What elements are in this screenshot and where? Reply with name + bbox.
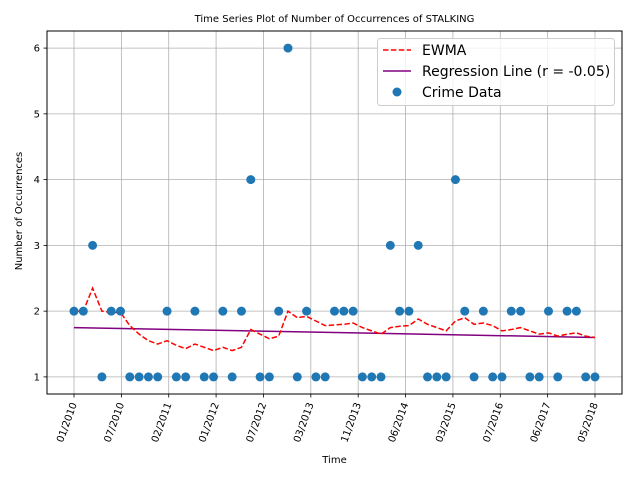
crime-data-point: [395, 306, 405, 316]
crime-data-point: [246, 175, 256, 185]
crime-data-point: [357, 372, 367, 382]
crime-data-point: [209, 372, 219, 382]
crime-data-point: [292, 372, 302, 382]
x-tick-label: 01/2012: [197, 401, 222, 444]
crime-data-point: [450, 175, 460, 185]
x-tick-label: 11/2013: [339, 401, 364, 444]
x-tick-label: 02/2011: [150, 401, 175, 444]
crime-data-point: [404, 306, 414, 316]
crime-data-point: [227, 372, 237, 382]
x-tick-label: 07/2016: [482, 401, 507, 444]
regression-line: [73, 326, 596, 339]
crime-data-point: [497, 372, 507, 382]
crime-data-point: [320, 372, 330, 382]
crime-data-point: [255, 372, 265, 382]
crime-data-point: [274, 306, 284, 316]
crime-data-point: [525, 372, 535, 382]
crime-data-point: [125, 372, 135, 382]
crime-data-point: [283, 43, 293, 53]
y-tick-label: 6: [34, 44, 40, 55]
legend-label: Regression Line (r = -0.05): [422, 64, 610, 80]
crime-data-point: [153, 372, 163, 382]
crime-data-point: [571, 306, 581, 316]
crime-data-point: [97, 372, 107, 382]
crime-data-point: [181, 372, 191, 382]
crime-data-point: [171, 372, 181, 382]
crime-data-point: [488, 372, 498, 382]
crime-data-point: [543, 306, 553, 316]
crime-data-point: [302, 306, 312, 316]
crime-data-point: [69, 306, 79, 316]
crime-data-point: [432, 372, 442, 382]
y-tick-label: 5: [34, 109, 40, 120]
crime-data-point: [367, 372, 377, 382]
legend: EWMA Regression Line (r = -0.05) Crime Dat…: [377, 38, 615, 106]
crime-data-point: [190, 306, 200, 316]
crime-data-point: [460, 306, 470, 316]
chart-title: Time Series Plot of Number of Occurrence…: [194, 14, 475, 25]
legend-label: EWMA: [422, 43, 467, 59]
y-tick-label: 1: [34, 372, 40, 383]
y-tick-label: 3: [34, 241, 40, 252]
crime-data-point: [534, 372, 544, 382]
x-tick-label: 03/2015: [434, 401, 459, 444]
crime-data-point: [88, 240, 98, 250]
crime-data-point: [339, 306, 349, 316]
x-tick-label: 03/2013: [292, 401, 317, 444]
x-axis: 01/2010 07/2010 02/2011 01/2012 07/2012 03/20…: [55, 394, 601, 444]
crime-data-point: [116, 306, 126, 316]
crime-data-point: [553, 372, 563, 382]
x-tick-label: 07/2012: [245, 401, 270, 444]
crime-data-point: [162, 306, 172, 316]
y-tick-label: 4: [34, 175, 40, 186]
crime-data-point: [506, 306, 516, 316]
y-axis-label: Number of Occurrences: [14, 152, 25, 271]
crime-data-point: [590, 372, 600, 382]
x-tick-label: 01/2010: [55, 401, 80, 444]
crime-data-point: [469, 372, 479, 382]
legend-marker: [392, 87, 402, 97]
series-layer: [69, 43, 600, 382]
crime-data-point: [581, 372, 591, 382]
y-axis: 1 2 3 4 5 6: [34, 44, 47, 383]
legend-box: [377, 38, 615, 106]
y-tick-label: 2: [34, 307, 40, 318]
crime-data-point: [376, 372, 386, 382]
legend-label: Crime Data: [422, 85, 502, 101]
crime-data-point: [478, 306, 488, 316]
crime-data-point: [106, 306, 116, 316]
crime-data-point: [218, 306, 228, 316]
crime-data-point: [423, 372, 433, 382]
crime-data-point: [311, 372, 321, 382]
x-tick-label: 07/2010: [103, 401, 128, 444]
x-tick-label: 06/2014: [387, 401, 412, 444]
x-axis-label: Time: [321, 455, 346, 466]
x-tick-label: 05/2018: [576, 401, 601, 444]
crime-data-point: [134, 372, 144, 382]
ewma-line: [74, 286, 596, 352]
crime-data-point: [199, 372, 209, 382]
crime-data-point: [264, 372, 274, 382]
crime-data-point: [413, 240, 423, 250]
crime-data-point: [441, 372, 451, 382]
x-tick-label: 06/2017: [529, 401, 554, 444]
crime-data-point: [562, 306, 572, 316]
crime-data-point: [348, 306, 358, 316]
crime-data-point: [143, 372, 153, 382]
plot-frame: [46, 30, 623, 395]
crime-data-point: [236, 306, 246, 316]
crime-data-point: [516, 306, 526, 316]
crime-data-point: [385, 240, 395, 250]
crime-data-point: [78, 306, 88, 316]
crime-data-point: [330, 306, 339, 316]
